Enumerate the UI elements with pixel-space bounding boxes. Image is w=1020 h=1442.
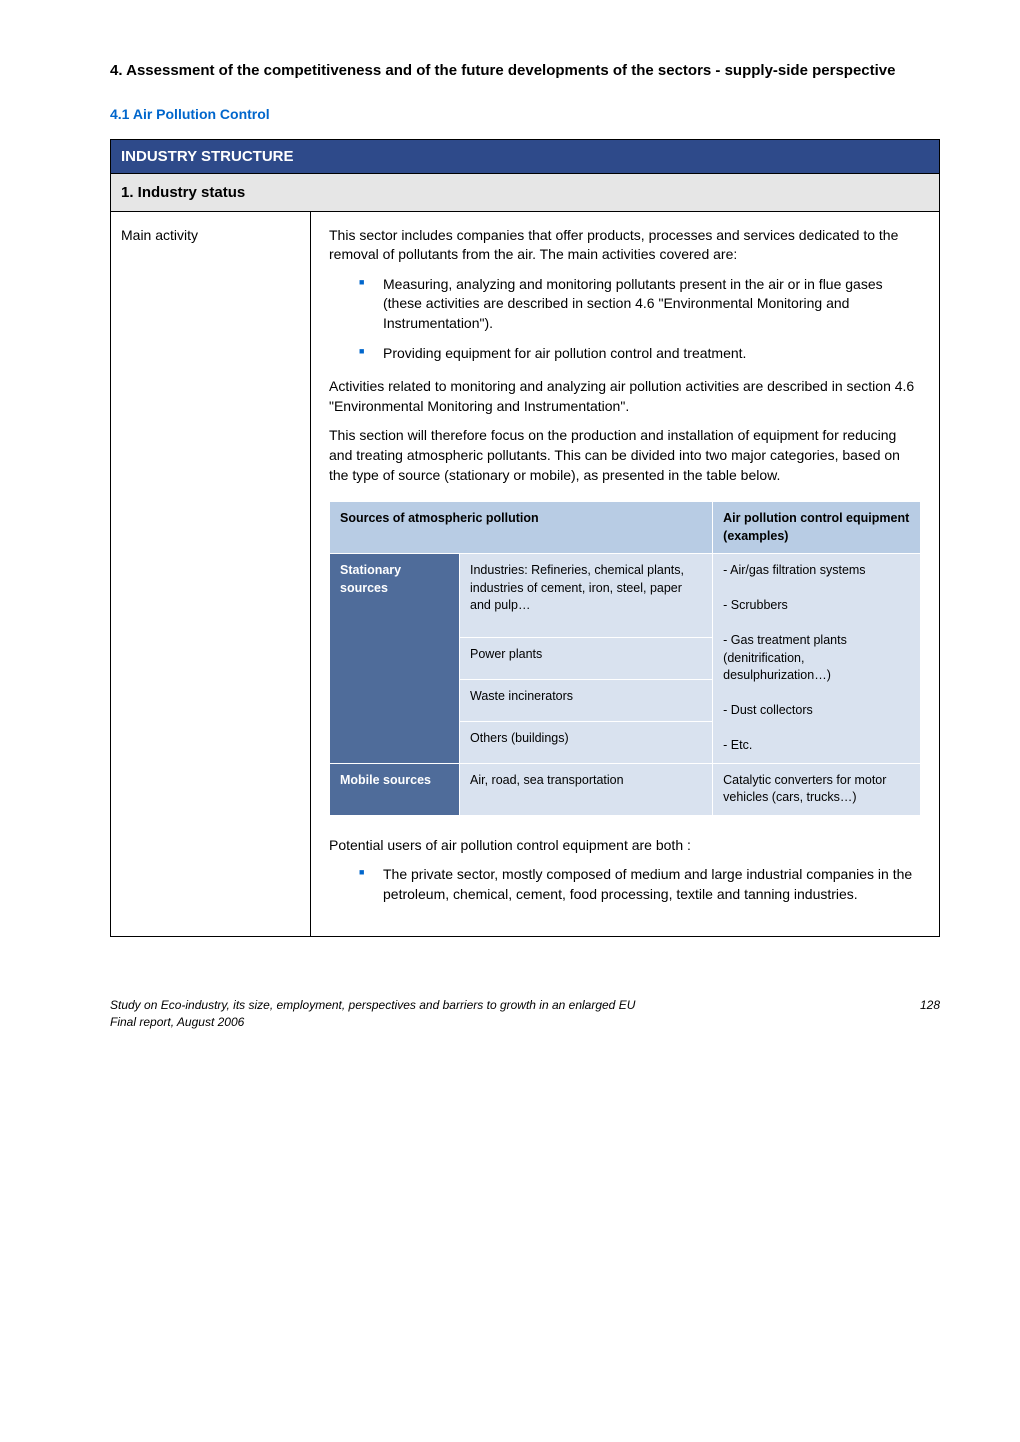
stationary-cell-1: Power plants — [460, 638, 713, 680]
stationary-cell-2: Waste incinerators — [460, 680, 713, 722]
section-heading: 4. Assessment of the competitiveness and… — [110, 60, 940, 81]
status-cell: 1. Industry status — [111, 173, 940, 211]
bullet-2-0: The private sector, mostly composed of m… — [359, 865, 921, 904]
inner-head-row: Sources of atmospheric pollution Air pol… — [330, 502, 921, 554]
banner-cell: INDUSTRY STRUCTURE — [111, 139, 940, 173]
main-activity-label: Main activity — [111, 211, 311, 937]
para1: This sector includes companies that offe… — [329, 226, 921, 265]
inner-head-left: Sources of atmospheric pollution — [330, 502, 713, 554]
footer-left-line2: Final report, August 2006 — [110, 1015, 244, 1029]
inner-head-right: Air pollution control equipment (example… — [713, 502, 921, 554]
bullet-list-2: The private sector, mostly composed of m… — [359, 865, 921, 904]
footer-page-number: 128 — [920, 997, 940, 1031]
industry-table: INDUSTRY STRUCTURE 1. Industry status Ma… — [110, 139, 940, 938]
page-footer: Study on Eco-industry, its size, employm… — [110, 997, 940, 1031]
bullet-list-1: Measuring, analyzing and monitoring poll… — [359, 275, 921, 363]
stationary-right: - Air/gas filtration systems - Scrubbers… — [713, 554, 921, 764]
subsection-heading: 4.1 Air Pollution Control — [110, 105, 940, 125]
para2: Activities related to monitoring and ana… — [329, 377, 921, 416]
stationary-cell-0: Industries: Refineries, chemical plants,… — [460, 554, 713, 638]
footer-left-line1: Study on Eco-industry, its size, employm… — [110, 998, 635, 1012]
status-row: 1. Industry status — [111, 173, 940, 211]
stationary-row-0: Stationary sources Industries: Refinerie… — [330, 554, 921, 638]
mobile-label: Mobile sources — [330, 763, 460, 815]
mobile-mid: Air, road, sea transportation — [460, 763, 713, 815]
main-activity-content: This sector includes companies that offe… — [311, 211, 940, 937]
sources-table: Sources of atmospheric pollution Air pol… — [329, 501, 921, 816]
bullet-1-1: Providing equipment for air pollution co… — [359, 344, 921, 364]
stationary-cell-3: Others (buildings) — [460, 721, 713, 763]
para4: Potential users of air pollution control… — [329, 836, 921, 856]
bullet-1-0: Measuring, analyzing and monitoring poll… — [359, 275, 921, 334]
mobile-row: Mobile sources Air, road, sea transporta… — [330, 763, 921, 815]
main-activity-row: Main activity This sector includes compa… — [111, 211, 940, 937]
banner-row: INDUSTRY STRUCTURE — [111, 139, 940, 173]
para3: This section will therefore focus on the… — [329, 426, 921, 485]
stationary-label: Stationary sources — [330, 554, 460, 764]
footer-left: Study on Eco-industry, its size, employm… — [110, 997, 635, 1031]
mobile-right: Catalytic converters for motor vehicles … — [713, 763, 921, 815]
